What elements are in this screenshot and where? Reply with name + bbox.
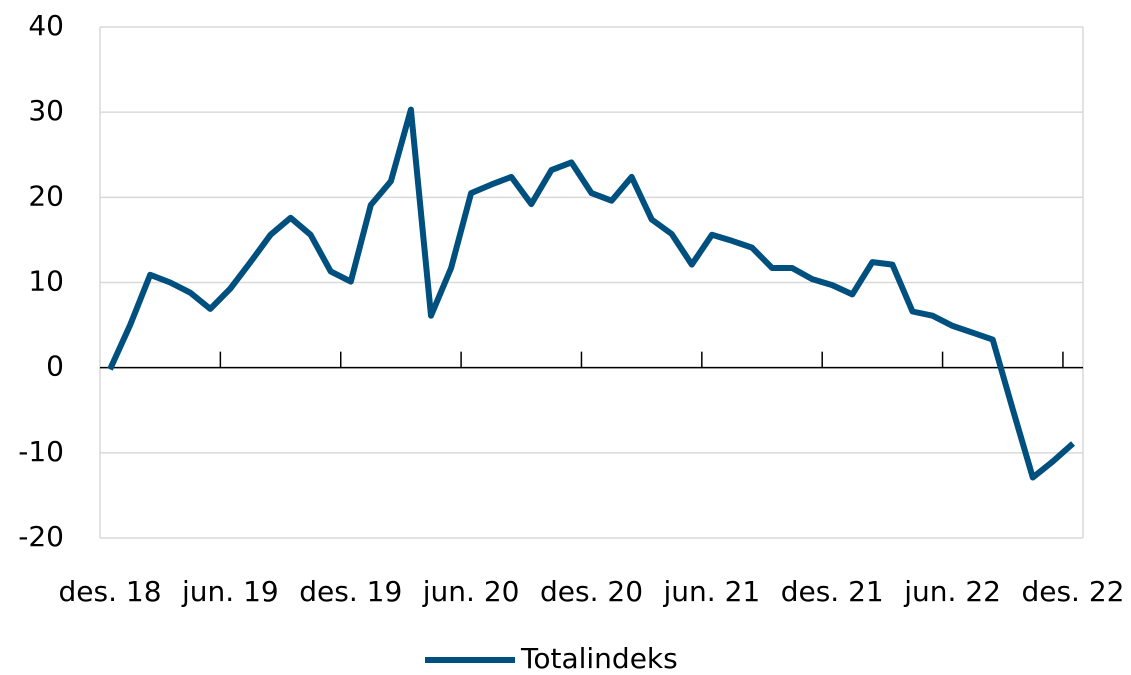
- y-tick-label: -20: [18, 520, 64, 553]
- y-tick-label: 40: [28, 9, 64, 42]
- x-tick-label: des. 22: [1021, 575, 1124, 608]
- x-tick-label: jun. 20: [422, 575, 520, 608]
- x-tick-label: jun. 21: [663, 575, 761, 608]
- y-tick-label: -10: [18, 435, 64, 468]
- x-tick-label: des. 19: [299, 575, 402, 608]
- x-tick-label: des. 20: [540, 575, 643, 608]
- legend-label: Totalindeks: [520, 642, 678, 675]
- x-tick-label: des. 18: [59, 575, 162, 608]
- x-tick-label: jun. 22: [903, 575, 1001, 608]
- x-tick-label: jun. 19: [181, 575, 279, 608]
- x-tick-label: des. 21: [781, 575, 884, 608]
- y-tick-label: 20: [28, 179, 64, 212]
- y-tick-label: 0: [46, 350, 64, 383]
- series-line: [107, 106, 1075, 481]
- y-tick-label: 10: [28, 265, 64, 298]
- y-tick-label: 30: [28, 94, 64, 127]
